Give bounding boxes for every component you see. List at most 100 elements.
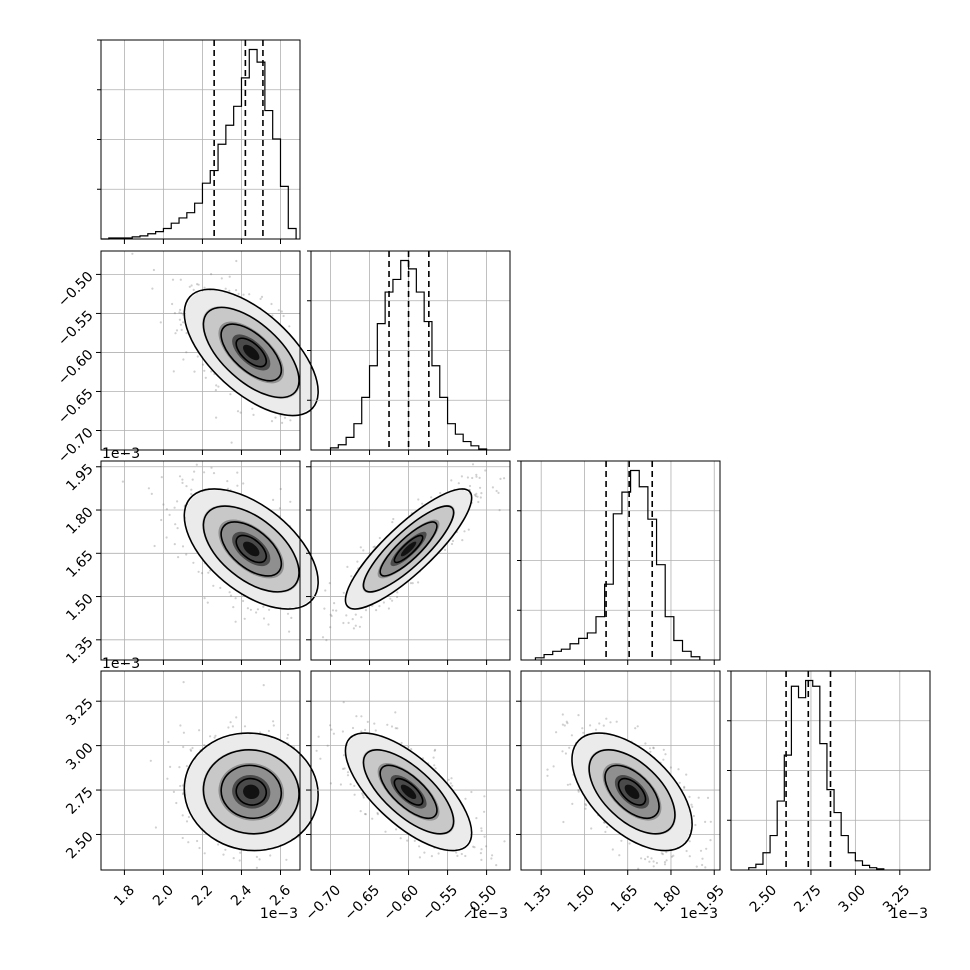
histogram-step [101,48,297,240]
contour-line [617,777,647,806]
contour-line [183,288,319,417]
sample-point [421,502,424,505]
sample-point [179,724,182,727]
sample-point [168,513,171,517]
sample-point [434,748,437,751]
contour-line [571,732,693,852]
sample-point [235,289,238,292]
sample-point [342,621,345,625]
sample-point [215,416,218,419]
sample-point [655,861,659,865]
sample-point [185,351,188,354]
sample-point [203,597,206,600]
sample-point [210,466,213,469]
sample-point [182,745,185,749]
x-tick-label: −0.65 [341,882,383,924]
x-tick-label: 2.50 [747,882,780,915]
sample-point [701,863,704,867]
sample-point [222,853,225,856]
sample-point [243,617,246,620]
sample-point [709,820,712,823]
sample-point [179,323,182,326]
sample-point [709,839,712,842]
sample-point [147,487,150,490]
sample-point [475,475,478,478]
x-tick-label: 2.4 [228,882,255,909]
sample-point [480,827,483,830]
panel-2-2 [517,460,721,665]
sample-point [236,410,240,413]
sample-point [271,314,274,317]
sample-point [181,814,184,817]
sample-point [231,725,234,728]
sample-point [121,480,124,483]
axes-frame [520,460,721,661]
sample-point [472,845,475,848]
sample-point [342,701,345,704]
sample-point [480,829,483,833]
sample-point [704,866,707,869]
sample-point [390,725,394,728]
sample-point [480,492,483,495]
sample-point [269,854,272,857]
sample-point [663,863,667,866]
sample-point [685,773,688,776]
panel-3-1: −0.70−0.65−0.60−0.55−0.50 [302,670,511,924]
sample-point [463,530,466,533]
x-tick-label: −0.55 [420,882,462,924]
sample-point [697,796,700,799]
sample-point [210,370,213,373]
sample-point [229,721,232,724]
sample-point [577,714,580,717]
y-tick-label: 1.35 [63,634,96,667]
sample-point [670,855,674,858]
sample-point [279,414,282,417]
sample-point [384,830,387,833]
sample-point [166,777,169,780]
sample-point [182,358,185,361]
sample-point [321,636,325,639]
sample-point [423,851,426,854]
sample-point [585,804,588,807]
sample-point [190,492,193,496]
sample-point [473,493,476,496]
sample-point [165,508,168,511]
sample-point [228,275,231,278]
sample-point [646,855,649,859]
sample-point [386,723,389,726]
density-shade [243,344,260,361]
sample-point [479,496,482,499]
sample-point [648,860,651,863]
sample-point [178,475,182,478]
sample-point [359,810,362,813]
sample-point [611,848,614,851]
sample-point [339,783,342,786]
sample-point [364,813,367,816]
y-tick-label: 2.50 [63,829,96,862]
sample-point [471,463,475,466]
sample-point [478,476,481,479]
sample-point [400,741,403,745]
sample-point [566,722,569,725]
sample-point [172,370,175,373]
sample-point [346,774,350,777]
sample-point [466,476,469,479]
sample-point [652,746,655,749]
sample-point [178,318,181,321]
sample-point [662,758,665,761]
sample-point [352,627,355,630]
sample-point [455,851,458,854]
sample-point [185,765,188,768]
sample-point [495,864,498,867]
sample-point [193,370,196,373]
sample-point [432,756,435,759]
sample-point [187,815,190,819]
sample-point [203,471,206,474]
contour-line [220,764,283,820]
axes-frame [310,460,511,661]
sample-point [373,722,376,725]
sample-point [177,556,180,559]
sample-point [317,735,320,738]
sample-point [362,794,365,797]
sample-point [280,310,283,313]
